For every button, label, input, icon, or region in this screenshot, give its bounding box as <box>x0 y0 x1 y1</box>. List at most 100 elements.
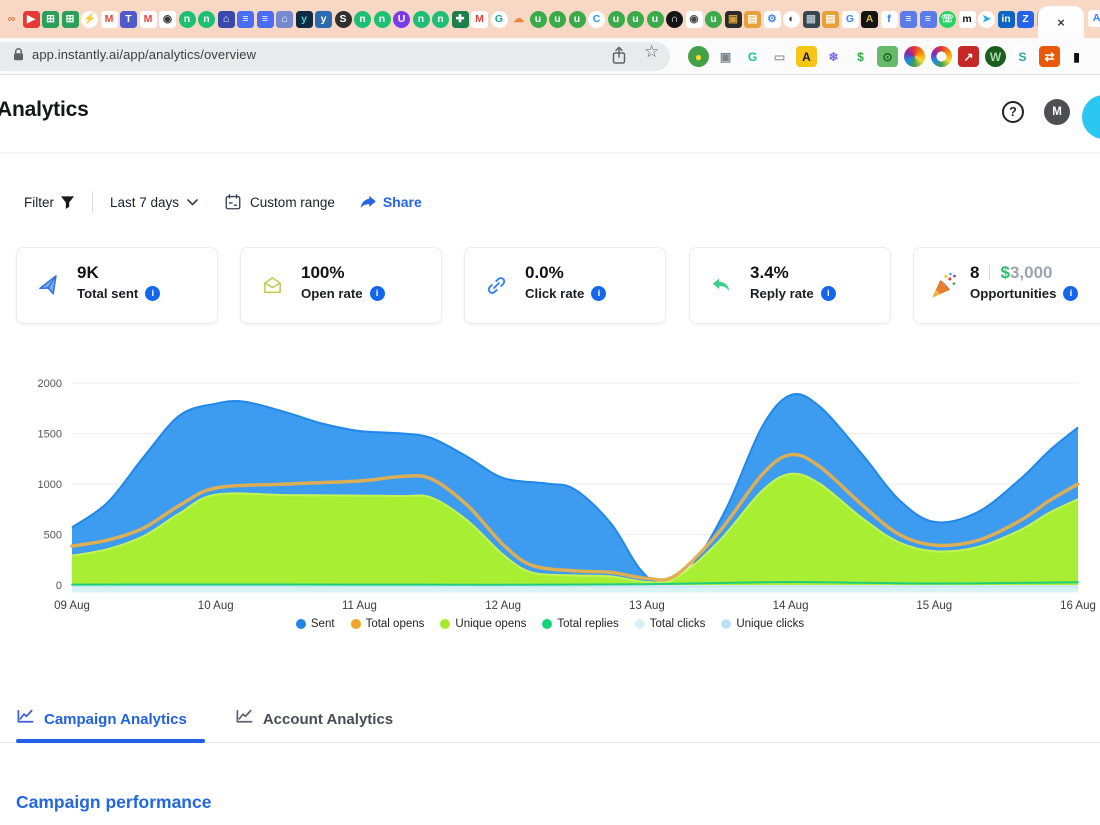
calendar-icon[interactable] <box>224 193 242 211</box>
bookmark-star-icon[interactable]: ☆ <box>644 42 660 61</box>
fiverr-tab-icon[interactable]: n <box>432 10 449 28</box>
linkedin-tab-icon[interactable]: in <box>997 10 1015 28</box>
upwork-tab-icon[interactable]: u <box>705 10 722 28</box>
funnel-icon[interactable] <box>60 195 75 210</box>
date-range-selector[interactable]: Last 7 days <box>110 194 180 210</box>
info-icon[interactable]: i <box>591 286 607 301</box>
lists-tab-icon[interactable]: ≡ <box>919 10 937 28</box>
a-gold-tab-icon[interactable]: A <box>861 10 878 28</box>
chevron-down-icon[interactable] <box>187 198 198 206</box>
arch-tab-icon[interactable]: ⌂ <box>276 10 293 28</box>
frame-extension-icon[interactable]: ▭ <box>773 49 786 64</box>
fiverr-tab-icon[interactable]: n <box>412 10 430 28</box>
s-dark-tab-icon[interactable]: S <box>334 10 352 28</box>
asterisk-extension-icon[interactable]: ❄ <box>828 49 839 64</box>
info-icon[interactable]: i <box>1063 286 1079 301</box>
address-bar[interactable] <box>0 42 670 71</box>
docs-tab-icon[interactable]: ≡ <box>256 10 274 28</box>
bank-tab-icon[interactable]: ⌂ <box>217 10 235 28</box>
info-icon[interactable]: i <box>369 286 385 301</box>
active-browser-tab[interactable]: × <box>1038 6 1084 38</box>
filter-button[interactable]: Filter <box>24 194 54 210</box>
kayak-extension-icon[interactable]: A <box>796 46 817 67</box>
browser-share-icon[interactable] <box>610 46 628 71</box>
g-teal-tab-icon[interactable]: G <box>490 10 508 28</box>
palette-extension-icon[interactable] <box>904 46 925 67</box>
gmail-tab-icon[interactable]: M <box>471 10 488 28</box>
burger-tab-icon[interactable]: ▤ <box>744 10 761 28</box>
grammarly-extension-icon[interactable]: G <box>742 46 763 67</box>
upwork-tab-icon[interactable]: u <box>607 10 625 28</box>
partial-browser-tab[interactable]: A <box>1088 10 1100 27</box>
gmail-tab-icon[interactable]: M <box>100 10 118 28</box>
section-title: Campaign performance <box>16 792 212 812</box>
bolt-tab-icon[interactable]: ⚡ <box>81 10 98 28</box>
svg-text:11 Aug: 11 Aug <box>342 600 377 612</box>
frog-extension-icon[interactable]: ⊙ <box>877 46 898 67</box>
gear-tab-icon[interactable]: ⚙ <box>763 10 781 28</box>
w-circle-extension-icon[interactable]: W <box>985 46 1006 67</box>
c-blue-tab-icon[interactable]: C <box>588 10 605 28</box>
money-extension-icon[interactable]: $ <box>857 49 864 64</box>
y-blue-tab-icon[interactable]: y <box>315 10 332 28</box>
cloud-tab-icon[interactable]: ☁ <box>513 12 524 25</box>
upwork-tab-icon[interactable]: u <box>549 10 566 28</box>
fiverr-tab-icon[interactable]: n <box>354 10 371 28</box>
tab-account-analytics[interactable]: Account Analytics <box>235 707 393 731</box>
sheets-tab-icon[interactable]: ⊞ <box>42 10 59 28</box>
info-icon[interactable]: i <box>145 286 161 301</box>
upwork-tab-icon[interactable]: u <box>646 10 664 28</box>
translate-tab-icon[interactable]: A <box>1088 10 1100 27</box>
headphones-tab-icon[interactable]: ∩ <box>666 10 683 28</box>
fiverr-tab-icon[interactable]: n <box>198 10 215 28</box>
google-tab-icon[interactable]: G <box>841 10 859 28</box>
stat-card-reply-rate: 3.4% Reply rate i <box>689 247 891 324</box>
share-button[interactable]: Share <box>382 194 422 210</box>
info-icon[interactable]: i <box>820 286 836 301</box>
s-teal-extension-icon[interactable]: S <box>1012 46 1033 67</box>
telegram-tab-icon[interactable]: ➤ <box>978 10 995 28</box>
cross-tab-icon[interactable]: ✚ <box>451 10 469 28</box>
tab-close-icon[interactable]: × <box>1057 14 1065 30</box>
upwork-tab-icon[interactable]: u <box>529 10 547 28</box>
sheets-tab-icon[interactable]: ⊞ <box>61 10 79 28</box>
upwork-tab-icon[interactable]: u <box>568 10 586 28</box>
docs-tab-icon[interactable]: ≡ <box>237 10 254 28</box>
shield-tab-icon[interactable]: ▣ <box>724 10 742 28</box>
tab-campaign-analytics[interactable]: Campaign Analytics <box>16 707 187 731</box>
medium-tab-icon[interactable]: m <box>958 10 976 28</box>
share-arrow-icon[interactable] <box>359 194 377 210</box>
color-ring-extension-icon[interactable] <box>931 46 952 67</box>
bulb-extension-icon[interactable]: ● <box>688 46 709 67</box>
custom-range-button[interactable]: Custom range <box>250 194 335 210</box>
header-divider <box>0 152 1100 153</box>
youtube-tab-icon[interactable]: ▶ <box>22 10 40 28</box>
u-purple-tab-icon[interactable]: U <box>393 10 410 28</box>
url-text[interactable]: app.instantly.ai/app/analytics/overview <box>32 47 257 62</box>
contrast-tab-icon[interactable]: ◐ <box>783 10 800 28</box>
burger-tab-icon[interactable]: ▤ <box>822 10 839 28</box>
link-tab-icon[interactable]: ∞ <box>7 12 16 25</box>
facebook-tab-icon[interactable]: f <box>880 10 898 28</box>
fiverr-tab-icon[interactable]: n <box>178 10 196 28</box>
camera-extension-icon[interactable]: ▣ <box>719 49 732 64</box>
chat-widget-button[interactable] <box>1082 95 1100 139</box>
teams-tab-icon[interactable]: T <box>120 10 137 28</box>
sync-extension-icon[interactable]: ⇄ <box>1039 46 1060 67</box>
partial-extension-icon[interactable]: ▮ <box>1073 49 1080 64</box>
avatar[interactable]: M <box>1044 99 1070 125</box>
lightshot-extension-icon[interactable]: ↗ <box>958 46 979 67</box>
zapier-tab-icon[interactable]: Z <box>1017 10 1034 28</box>
y-dark-tab-icon[interactable]: y <box>295 10 313 28</box>
lists-tab-icon[interactable]: ≡ <box>900 10 917 28</box>
image-tab-icon[interactable]: ▦ <box>802 10 820 28</box>
gmail-tab-icon[interactable]: M <box>139 10 157 28</box>
fiverr-tab-icon[interactable]: n <box>373 10 391 28</box>
swirl-tab-icon[interactable]: ◉ <box>159 10 176 28</box>
upwork-tab-icon[interactable]: u <box>627 10 644 28</box>
svg-text:1500: 1500 <box>38 429 62 441</box>
help-button[interactable]: ? <box>1002 101 1024 123</box>
whatsapp-tab-icon[interactable]: ☏ <box>939 10 956 28</box>
swirl-tab-icon[interactable]: ◉ <box>685 10 703 28</box>
paper-plane-icon <box>37 248 61 323</box>
